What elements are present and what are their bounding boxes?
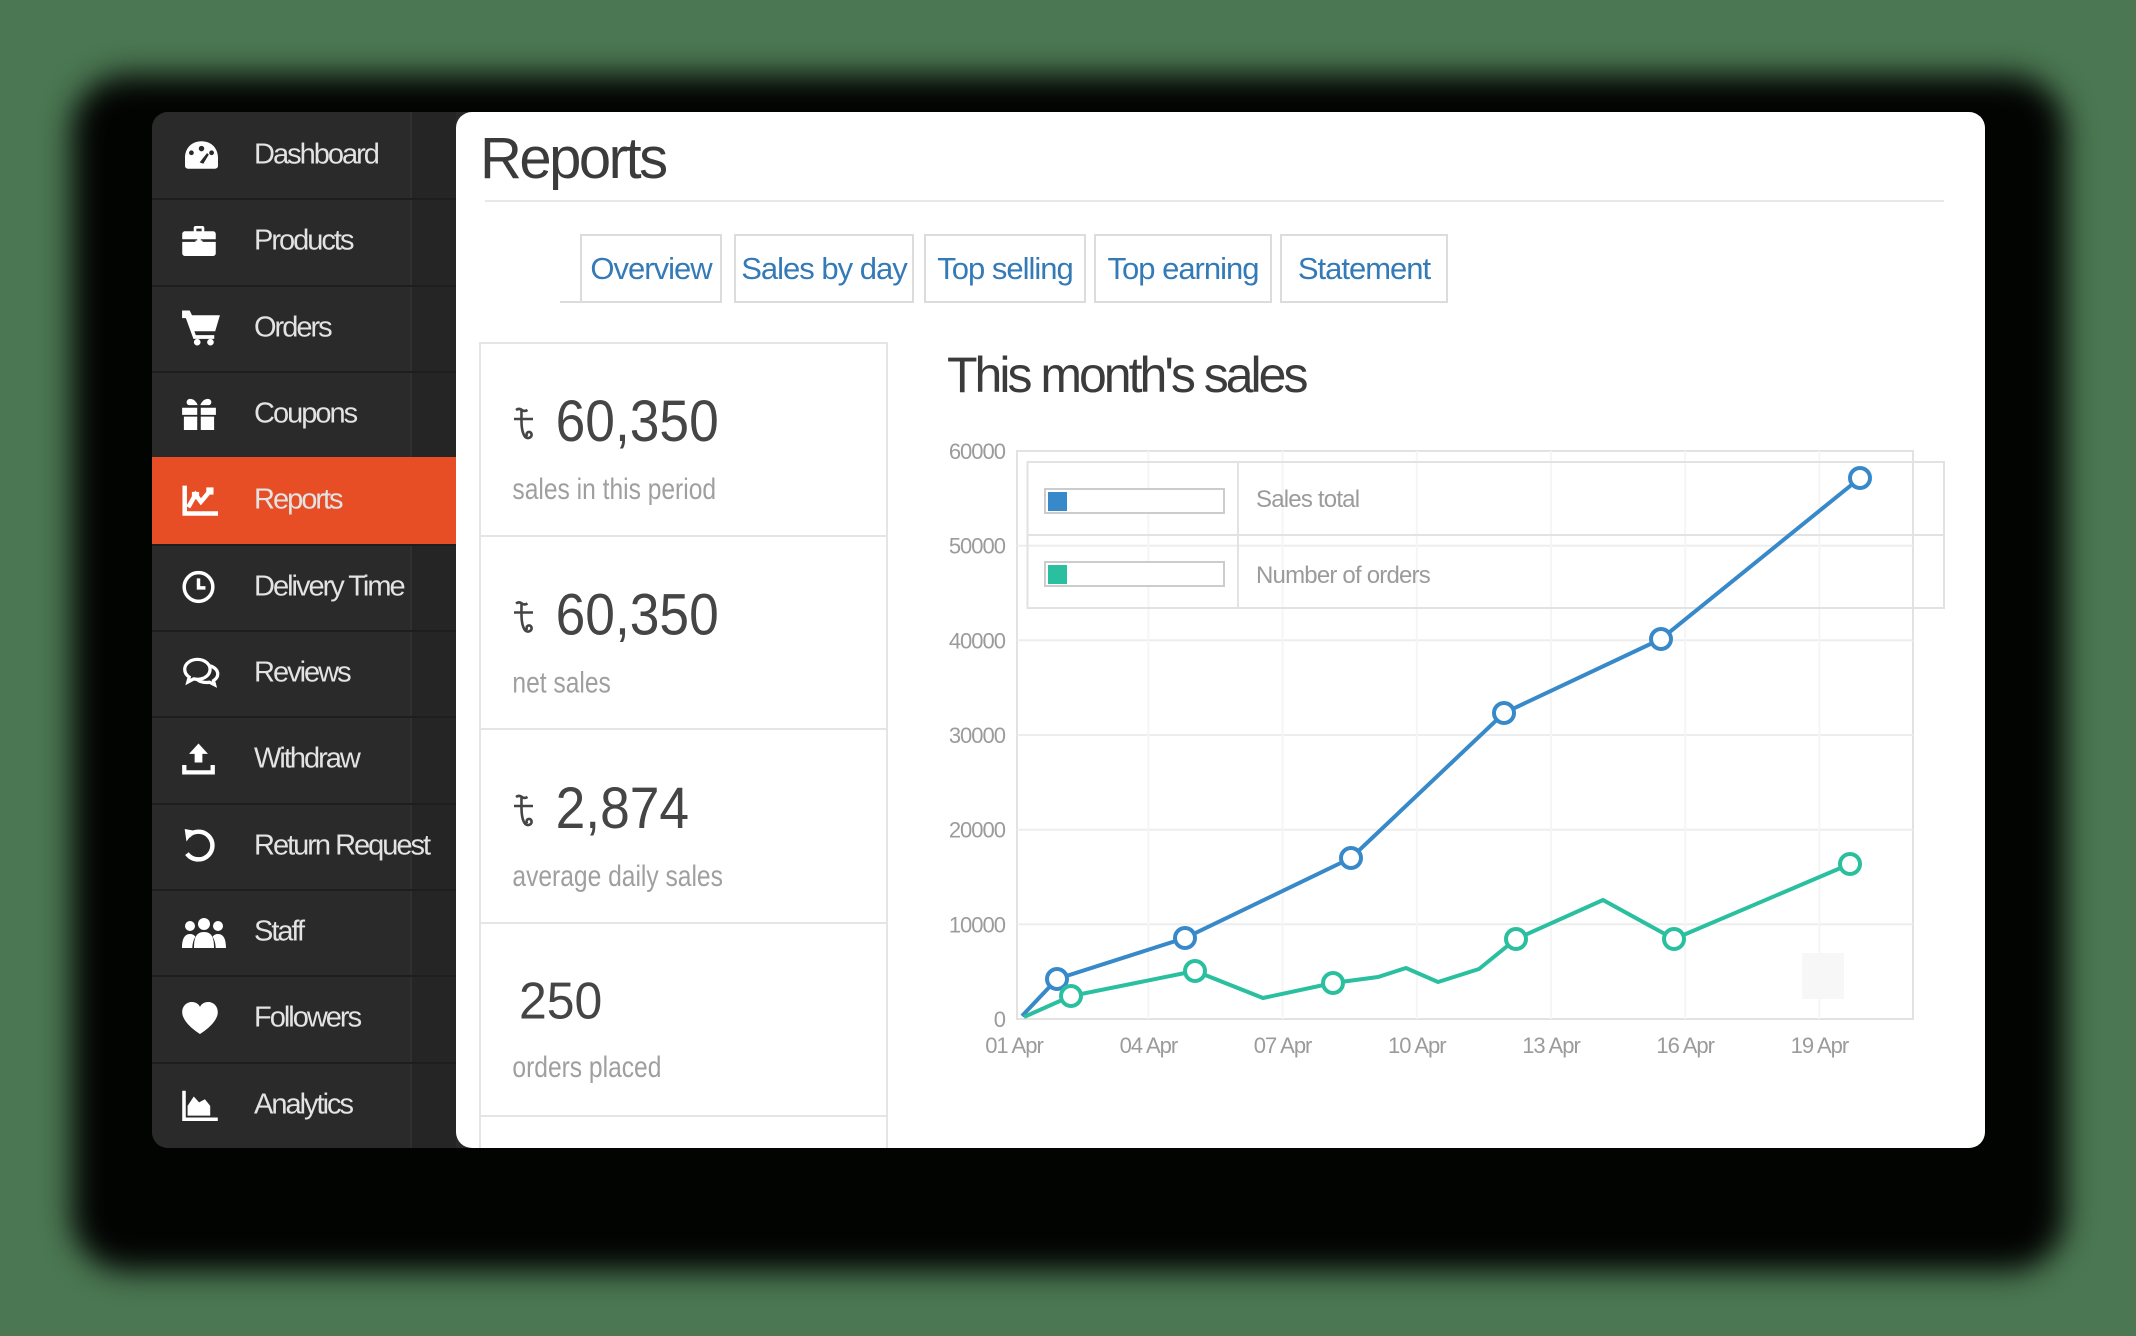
svg-text:30000: 30000 <box>949 723 1006 748</box>
svg-text:orders placed: orders placed <box>512 1050 661 1084</box>
svg-text:10 Apr: 10 Apr <box>1388 1033 1446 1058</box>
svg-text:13 Apr: 13 Apr <box>1522 1033 1580 1058</box>
svg-text:0: 0 <box>994 1007 1006 1032</box>
svg-text:50000: 50000 <box>949 534 1006 559</box>
svg-text:sales in this period: sales in this period <box>512 472 716 506</box>
svg-text:10000: 10000 <box>949 912 1006 937</box>
svg-text:60,350: 60,350 <box>556 389 719 454</box>
svg-text:04 Apr: 04 Apr <box>1120 1033 1178 1058</box>
svg-text:average daily sales: average daily sales <box>512 859 723 893</box>
svg-text:60,350: 60,350 <box>556 582 719 647</box>
svg-text:16 Apr: 16 Apr <box>1656 1033 1714 1058</box>
svg-text:net sales: net sales <box>512 665 610 699</box>
svg-text:01 Apr: 01 Apr <box>985 1033 1043 1058</box>
svg-text:19 Apr: 19 Apr <box>1791 1033 1849 1058</box>
svg-text:250: 250 <box>519 972 602 1030</box>
svg-text:20000: 20000 <box>949 818 1006 843</box>
svg-text:07 Apr: 07 Apr <box>1254 1033 1312 1058</box>
svg-text:Sales total: Sales total <box>1256 486 1359 513</box>
svg-text:Number of orders: Number of orders <box>1256 562 1431 589</box>
svg-text:2,874: 2,874 <box>556 776 690 841</box>
svg-text:60000: 60000 <box>949 439 1006 464</box>
svg-text:40000: 40000 <box>949 628 1006 653</box>
svg-text:This month's sales: This month's sales <box>947 347 1307 403</box>
